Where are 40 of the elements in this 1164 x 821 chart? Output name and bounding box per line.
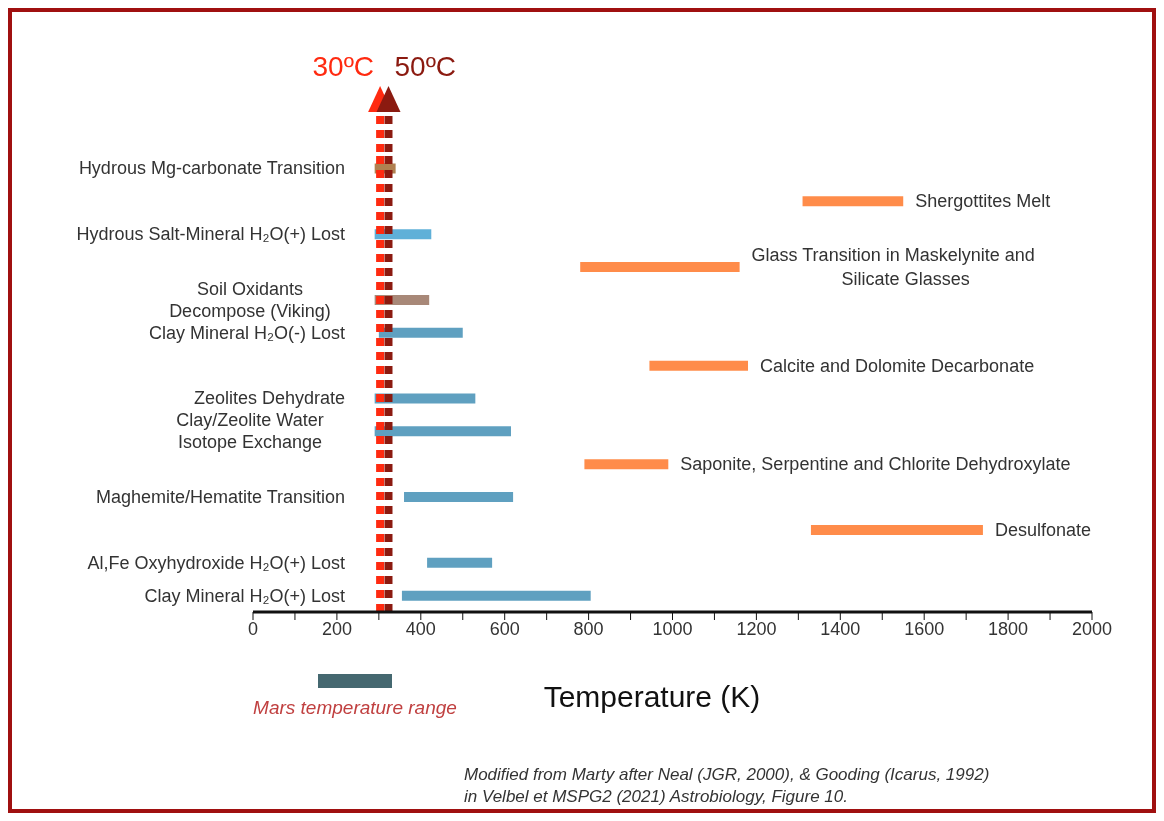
x-tick-label: 1000 xyxy=(652,618,693,639)
ref-line-label: 50ºC xyxy=(394,51,457,82)
data-label: Shergottites Melt xyxy=(915,191,1051,212)
x-tick-label: 200 xyxy=(321,618,352,639)
data-label: Glass Transition in Maskelynite and Silicate Glasses xyxy=(751,245,1035,290)
bar xyxy=(649,360,749,371)
y-tick-label: Maghemite/Hematite Transition xyxy=(95,487,345,507)
y-tick-label: Hydrous Mg-carbonate Transition xyxy=(78,158,345,179)
y-tick-label: Clay Mineral H₂O(+) Lost xyxy=(144,585,345,606)
text: Mars temperature range xyxy=(252,697,458,719)
x-tick-label: 800 xyxy=(573,618,604,639)
x-tick-label: 400 xyxy=(405,618,436,639)
y-tick-label: Al,Fe Oxyhydroxide H₂O(+) Lost xyxy=(87,552,345,573)
bar xyxy=(802,196,904,207)
x-tick-label: 1800 xyxy=(988,618,1029,639)
data-label: Desulfonate xyxy=(994,519,1092,540)
y-tick-label: Clay/Zeolite Water Isotope Exchange xyxy=(176,410,324,453)
x-axis-title: Temperature (K) xyxy=(543,680,761,713)
x-tick-label: 1600 xyxy=(904,618,945,639)
ref-line-label: 30ºC xyxy=(312,51,375,82)
bar xyxy=(584,459,669,470)
y-tick-label: Clay Mineral H₂O(-) Lost xyxy=(148,322,345,343)
x-tick-label: 1200 xyxy=(736,618,777,639)
y-tick-label: Zeolites Dehydrate xyxy=(193,388,345,409)
bar xyxy=(427,557,493,568)
text: Modified from Marty after Neal (JGR, 2000), & Gooding (Icarus, 1992) in Velbel et MSPG2 (2021) Astrobiology, Figure 10. xyxy=(464,764,990,808)
bar xyxy=(374,426,511,437)
x-tick-label: 1400 xyxy=(820,618,861,639)
data-label: Saponite, Serpentine and Chlorite Dehydroxylate xyxy=(680,454,1071,475)
bar xyxy=(580,262,740,273)
bar xyxy=(378,327,463,338)
bar xyxy=(401,590,591,601)
y-tick-label: Hydrous Salt-Mineral H₂O(+) Lost xyxy=(76,224,345,245)
y-tick-label: Soil Oxidants Decompose (Viking) xyxy=(169,278,331,321)
bar xyxy=(404,492,514,503)
bar xyxy=(810,524,983,535)
x-tick-label: 2000 xyxy=(1071,618,1113,639)
x-tick-label: 600 xyxy=(489,618,520,639)
data-label: Calcite and Dolomite Decarbonate xyxy=(760,355,1035,376)
x-tick-label: 0 xyxy=(247,618,259,639)
